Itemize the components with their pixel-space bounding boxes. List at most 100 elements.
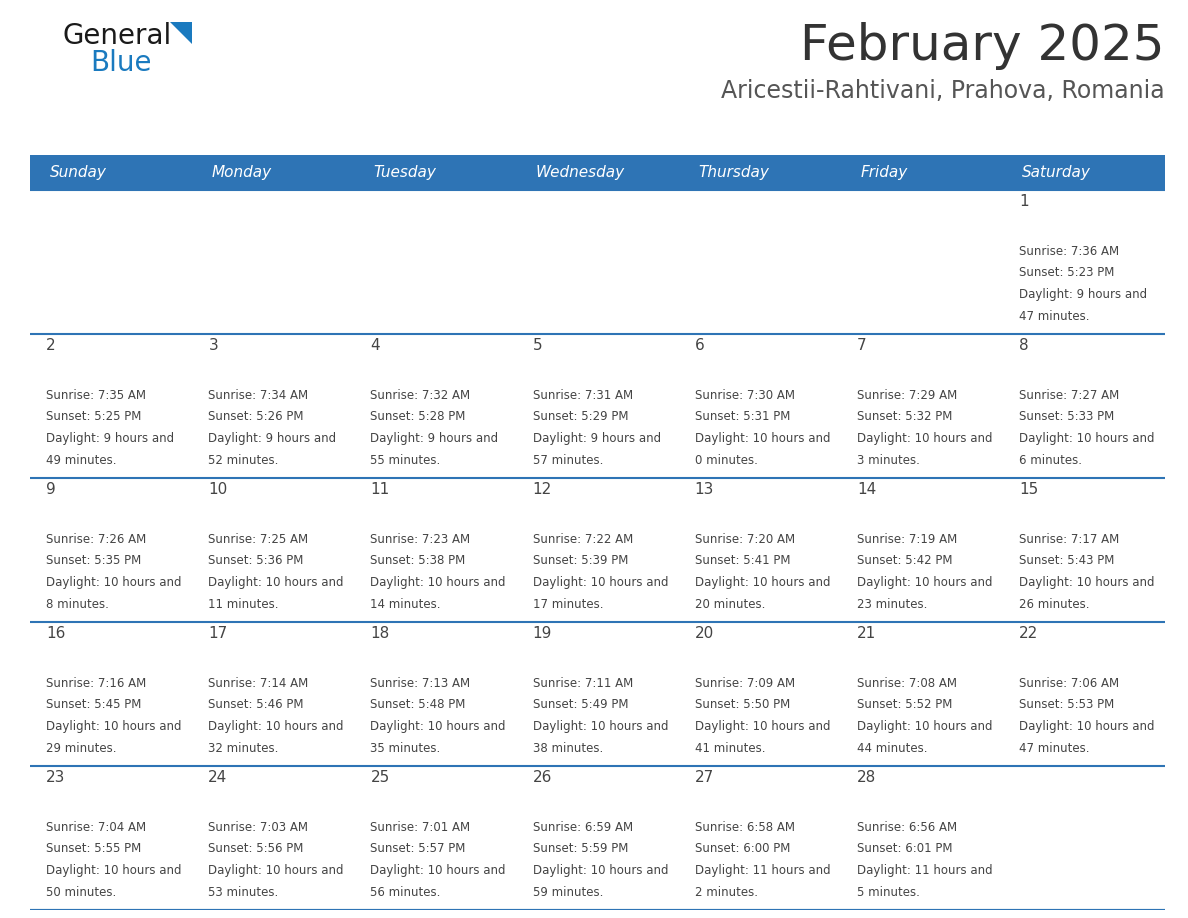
Text: Sunset: 5:35 PM: Sunset: 5:35 PM [46,554,141,567]
Text: 24: 24 [208,770,228,785]
Text: 32 minutes.: 32 minutes. [208,742,279,755]
Text: Sunset: 5:42 PM: Sunset: 5:42 PM [857,554,953,567]
Text: February 2025: February 2025 [801,22,1165,70]
Text: 26: 26 [532,770,552,785]
Text: Sunrise: 7:08 AM: Sunrise: 7:08 AM [857,677,956,689]
Text: 1: 1 [1019,194,1029,209]
Text: 20: 20 [695,626,714,641]
Text: 55 minutes.: 55 minutes. [371,453,441,466]
Text: 5 minutes.: 5 minutes. [857,886,920,899]
Text: Sunday: Sunday [50,165,107,180]
Text: Sunrise: 7:01 AM: Sunrise: 7:01 AM [371,821,470,834]
Text: 29 minutes.: 29 minutes. [46,742,116,755]
Text: Daylight: 10 hours and: Daylight: 10 hours and [532,864,668,877]
Text: Sunrise: 7:16 AM: Sunrise: 7:16 AM [46,677,146,689]
Text: 38 minutes.: 38 minutes. [532,742,602,755]
Text: Sunset: 5:32 PM: Sunset: 5:32 PM [857,410,953,423]
Text: 25: 25 [371,770,390,785]
Text: Sunset: 6:00 PM: Sunset: 6:00 PM [695,843,790,856]
Text: Daylight: 10 hours and: Daylight: 10 hours and [857,432,992,445]
Text: Sunrise: 7:26 AM: Sunrise: 7:26 AM [46,532,146,545]
Text: Sunrise: 7:22 AM: Sunrise: 7:22 AM [532,532,633,545]
Text: 56 minutes.: 56 minutes. [371,886,441,899]
Text: Daylight: 9 hours and: Daylight: 9 hours and [208,432,336,445]
Text: Daylight: 10 hours and: Daylight: 10 hours and [695,576,830,589]
Text: Saturday: Saturday [1023,165,1092,180]
Text: Daylight: 10 hours and: Daylight: 10 hours and [208,864,343,877]
Text: Sunrise: 7:20 AM: Sunrise: 7:20 AM [695,532,795,545]
Text: Sunrise: 7:04 AM: Sunrise: 7:04 AM [46,821,146,834]
Text: 14: 14 [857,482,877,497]
Text: Sunset: 5:59 PM: Sunset: 5:59 PM [532,843,628,856]
Text: Sunset: 5:43 PM: Sunset: 5:43 PM [1019,554,1114,567]
Text: Sunset: 5:46 PM: Sunset: 5:46 PM [208,699,304,711]
Text: 57 minutes.: 57 minutes. [532,453,604,466]
Text: Daylight: 10 hours and: Daylight: 10 hours and [208,576,343,589]
Text: 14 minutes.: 14 minutes. [371,598,441,610]
Text: Sunrise: 7:25 AM: Sunrise: 7:25 AM [208,532,309,545]
Text: 28: 28 [857,770,877,785]
Text: Sunset: 5:33 PM: Sunset: 5:33 PM [1019,410,1114,423]
Text: Sunrise: 7:36 AM: Sunrise: 7:36 AM [1019,245,1119,258]
Text: Sunrise: 7:11 AM: Sunrise: 7:11 AM [532,677,633,689]
Text: Sunset: 6:01 PM: Sunset: 6:01 PM [857,843,953,856]
Text: Sunset: 5:28 PM: Sunset: 5:28 PM [371,410,466,423]
Text: 6: 6 [695,338,704,353]
Text: 3 minutes.: 3 minutes. [857,453,920,466]
Text: Sunrise: 6:56 AM: Sunrise: 6:56 AM [857,821,958,834]
Text: 11: 11 [371,482,390,497]
Text: 10: 10 [208,482,228,497]
Text: 2: 2 [46,338,56,353]
Text: Sunset: 5:41 PM: Sunset: 5:41 PM [695,554,790,567]
Text: 3: 3 [208,338,219,353]
Text: Sunset: 5:48 PM: Sunset: 5:48 PM [371,699,466,711]
Text: 50 minutes.: 50 minutes. [46,886,116,899]
Text: Sunset: 5:50 PM: Sunset: 5:50 PM [695,699,790,711]
Text: Daylight: 10 hours and: Daylight: 10 hours and [532,576,668,589]
Text: Sunset: 5:39 PM: Sunset: 5:39 PM [532,554,628,567]
Bar [30,478,1165,622]
Text: Sunset: 5:45 PM: Sunset: 5:45 PM [46,699,141,711]
Text: Daylight: 10 hours and: Daylight: 10 hours and [371,576,506,589]
Text: 41 minutes.: 41 minutes. [695,742,765,755]
Text: Sunrise: 7:06 AM: Sunrise: 7:06 AM [1019,677,1119,689]
Text: Sunset: 5:38 PM: Sunset: 5:38 PM [371,554,466,567]
Text: Sunrise: 7:23 AM: Sunrise: 7:23 AM [371,532,470,545]
Text: 53 minutes.: 53 minutes. [208,886,279,899]
Text: Sunrise: 7:13 AM: Sunrise: 7:13 AM [371,677,470,689]
Text: Sunrise: 7:19 AM: Sunrise: 7:19 AM [857,532,958,545]
Text: Daylight: 10 hours and: Daylight: 10 hours and [46,720,182,733]
Text: Sunset: 5:55 PM: Sunset: 5:55 PM [46,843,141,856]
Text: 9: 9 [46,482,56,497]
Text: Sunset: 5:25 PM: Sunset: 5:25 PM [46,410,141,423]
Text: Daylight: 10 hours and: Daylight: 10 hours and [46,576,182,589]
Text: Sunrise: 7:14 AM: Sunrise: 7:14 AM [208,677,309,689]
Text: Daylight: 10 hours and: Daylight: 10 hours and [208,720,343,733]
Text: Daylight: 10 hours and: Daylight: 10 hours and [857,576,992,589]
Text: 0 minutes.: 0 minutes. [695,453,758,466]
Text: 17 minutes.: 17 minutes. [532,598,604,610]
Text: Sunrise: 7:03 AM: Sunrise: 7:03 AM [208,821,309,834]
Text: Sunset: 5:56 PM: Sunset: 5:56 PM [208,843,304,856]
Text: Daylight: 9 hours and: Daylight: 9 hours and [532,432,661,445]
Text: 27: 27 [695,770,714,785]
Text: Sunset: 5:53 PM: Sunset: 5:53 PM [1019,699,1114,711]
Text: Sunrise: 7:09 AM: Sunrise: 7:09 AM [695,677,795,689]
Text: 8: 8 [1019,338,1029,353]
Text: Daylight: 10 hours and: Daylight: 10 hours and [695,720,830,733]
Text: Daylight: 9 hours and: Daylight: 9 hours and [371,432,499,445]
Text: 17: 17 [208,626,228,641]
Text: 15: 15 [1019,482,1038,497]
Text: Sunrise: 7:32 AM: Sunrise: 7:32 AM [371,388,470,402]
Polygon shape [170,22,192,44]
Text: Daylight: 9 hours and: Daylight: 9 hours and [1019,288,1148,301]
Text: Daylight: 11 hours and: Daylight: 11 hours and [857,864,992,877]
Text: Sunrise: 7:17 AM: Sunrise: 7:17 AM [1019,532,1119,545]
Text: Daylight: 10 hours and: Daylight: 10 hours and [1019,432,1155,445]
Text: 47 minutes.: 47 minutes. [1019,309,1089,322]
Text: Aricestii-Rahtivani, Prahova, Romania: Aricestii-Rahtivani, Prahova, Romania [721,79,1165,103]
Text: Daylight: 10 hours and: Daylight: 10 hours and [532,720,668,733]
Text: Sunset: 5:31 PM: Sunset: 5:31 PM [695,410,790,423]
Text: Wednesday: Wednesday [536,165,625,180]
Text: Daylight: 10 hours and: Daylight: 10 hours and [857,720,992,733]
